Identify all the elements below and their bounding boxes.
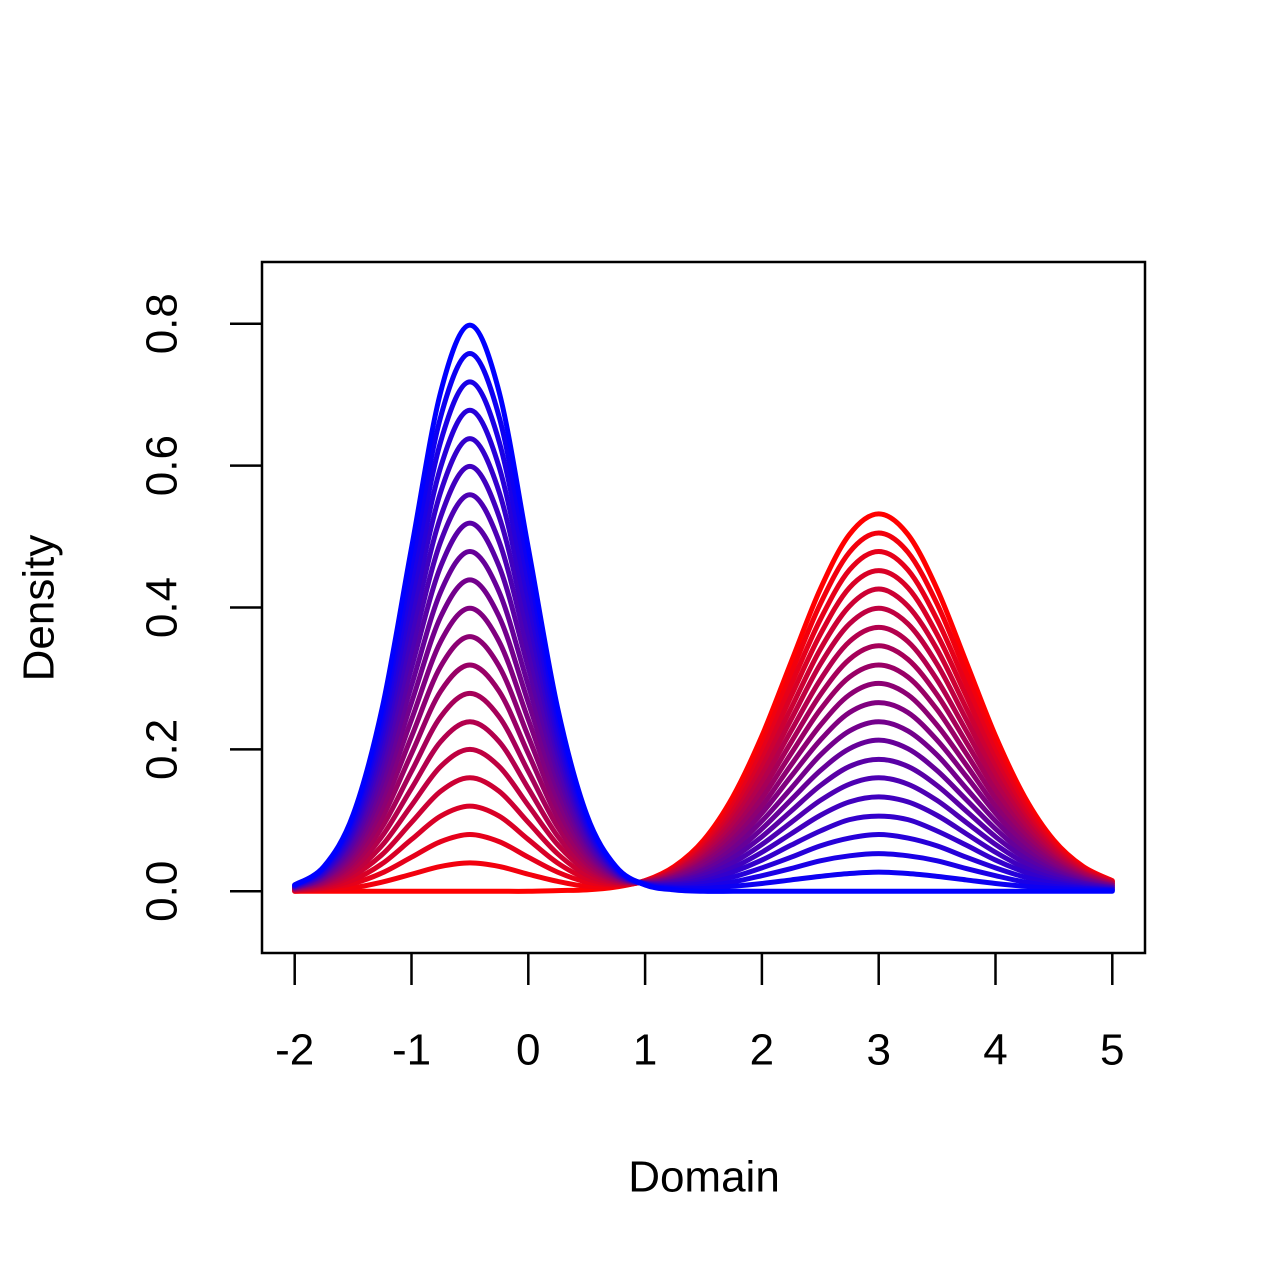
y-tick-label: 0.6 xyxy=(138,435,187,496)
density-curve xyxy=(292,322,1115,894)
y-tick-label: 0.4 xyxy=(138,577,187,638)
x-tick-label: -2 xyxy=(275,1026,314,1075)
x-tick-label: 4 xyxy=(983,1026,1007,1075)
x-axis-title: Domain xyxy=(628,1153,780,1202)
x-tick-label: 5 xyxy=(1100,1026,1124,1075)
y-tick-label: 0.0 xyxy=(138,861,187,922)
x-tick-label: 3 xyxy=(866,1026,890,1075)
y-axis-title: Density xyxy=(15,535,64,682)
curves xyxy=(292,322,1115,894)
x-tick-label: 2 xyxy=(750,1026,774,1075)
x-tick-label: 0 xyxy=(516,1026,540,1075)
y-tick-label: 0.8 xyxy=(138,293,187,354)
x-tick-label: -1 xyxy=(392,1026,431,1075)
y-tick-label: 0.2 xyxy=(138,719,187,780)
x-tick-label: 1 xyxy=(633,1026,657,1075)
